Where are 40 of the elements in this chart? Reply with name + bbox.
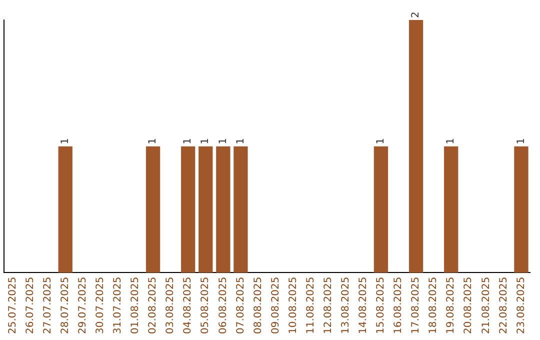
x-tick-label: 31.07.2025 xyxy=(112,276,124,334)
x-tick-label: 29.07.2025 xyxy=(77,276,88,334)
x-tick-label: 11.08.2025 xyxy=(305,276,316,334)
x-tick-label: 19.08.2025 xyxy=(446,276,457,334)
x-tick-label: 28.07.2025 xyxy=(60,276,71,334)
data-label: 1 xyxy=(200,138,212,144)
x-tick-label: 07.08.2025 xyxy=(235,276,246,334)
x-tick-label: 17.08.2025 xyxy=(410,276,422,334)
data-label: 1 xyxy=(60,138,71,144)
x-tick-label: 14.08.2025 xyxy=(358,276,370,334)
x-tick-label: 08.08.2025 xyxy=(252,276,264,334)
data-label: 1 xyxy=(182,138,194,144)
x-tick-label: 12.08.2025 xyxy=(322,276,334,334)
data-label: 1 xyxy=(218,138,229,144)
data-label: 1 xyxy=(516,138,527,144)
x-tick-label: 25.07.2025 xyxy=(7,276,18,334)
x-tick-label: 03.08.2025 xyxy=(165,276,176,334)
x-tick-label: 27.07.2025 xyxy=(42,276,54,334)
x-tick-label: 22.08.2025 xyxy=(498,276,510,334)
x-tick-label: 04.08.2025 xyxy=(182,276,194,334)
x-tick-label: 13.08.2025 xyxy=(340,276,352,334)
x-tick-label: 10.08.2025 xyxy=(288,276,299,334)
x-tick-label: 15.08.2025 xyxy=(376,276,387,334)
x-tick-label: 16.08.2025 xyxy=(393,276,404,334)
x-tick-label: 05.08.2025 xyxy=(200,276,212,334)
x-tick-label: 20.08.2025 xyxy=(463,276,474,334)
x-tick-label: 23.08.2025 xyxy=(516,276,527,334)
x-tick-label: 06.08.2025 xyxy=(218,276,229,334)
data-label: 1 xyxy=(376,138,387,144)
x-tick-label: 26.07.2025 xyxy=(24,276,36,334)
data-label: 1 xyxy=(235,138,246,144)
x-tick-label: 01.08.2025 xyxy=(130,276,142,334)
x-tick-label: 21.08.2025 xyxy=(480,276,492,334)
data-label: 1 xyxy=(446,138,457,144)
data-label: 2 xyxy=(410,12,422,18)
x-tick-label: 18.08.2025 xyxy=(428,276,440,334)
x-tick-label: 09.08.2025 xyxy=(270,276,282,334)
data-label: 1 xyxy=(148,138,159,144)
x-tick-label: 02.08.2025 xyxy=(148,276,159,334)
x-tick-label: 30.07.2025 xyxy=(95,276,106,334)
